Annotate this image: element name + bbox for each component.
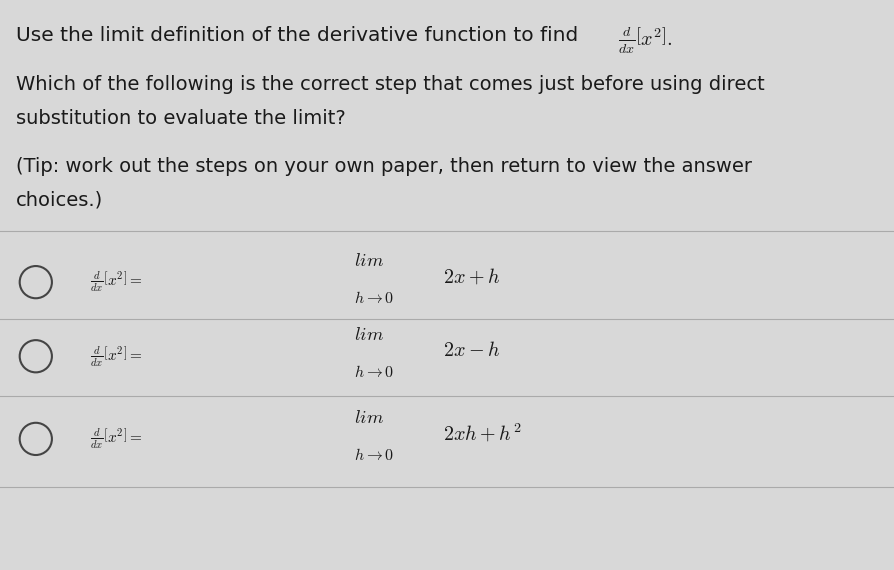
- Text: $h \rightarrow 0$: $h \rightarrow 0$: [353, 364, 393, 380]
- Text: $2x - h$: $2x - h$: [443, 341, 500, 360]
- Text: $\mathit{lim}$: $\mathit{lim}$: [353, 408, 383, 427]
- Text: $h \rightarrow 0$: $h \rightarrow 0$: [353, 447, 393, 463]
- Text: $\mathit{lim}$: $\mathit{lim}$: [353, 251, 383, 270]
- Text: $2x + h$: $2x + h$: [443, 267, 500, 286]
- Text: Use the limit definition of the derivative function to find: Use the limit definition of the derivati…: [16, 26, 584, 44]
- Text: substitution to evaluate the limit?: substitution to evaluate the limit?: [16, 109, 345, 128]
- Text: $\frac{d}{dx}\left[x^2\right].$: $\frac{d}{dx}\left[x^2\right].$: [617, 26, 671, 56]
- Text: Which of the following is the correct step that comes just before using direct: Which of the following is the correct st…: [16, 75, 764, 94]
- Text: $h \rightarrow 0$: $h \rightarrow 0$: [353, 290, 393, 306]
- Text: $\frac{d}{dx}\left[x^2\right] = $: $\frac{d}{dx}\left[x^2\right] = $: [89, 344, 142, 369]
- Text: $\mathit{lim}$: $\mathit{lim}$: [353, 325, 383, 344]
- Text: $\frac{d}{dx}\left[x^2\right] = $: $\frac{d}{dx}\left[x^2\right] = $: [89, 270, 142, 295]
- Text: $\frac{d}{dx}\left[x^2\right] = $: $\frac{d}{dx}\left[x^2\right] = $: [89, 426, 142, 451]
- Text: (Tip: work out the steps on your own paper, then return to view the answer: (Tip: work out the steps on your own pap…: [16, 157, 751, 176]
- Text: $2xh + h^2$: $2xh + h^2$: [443, 422, 521, 445]
- Text: choices.): choices.): [16, 191, 103, 210]
